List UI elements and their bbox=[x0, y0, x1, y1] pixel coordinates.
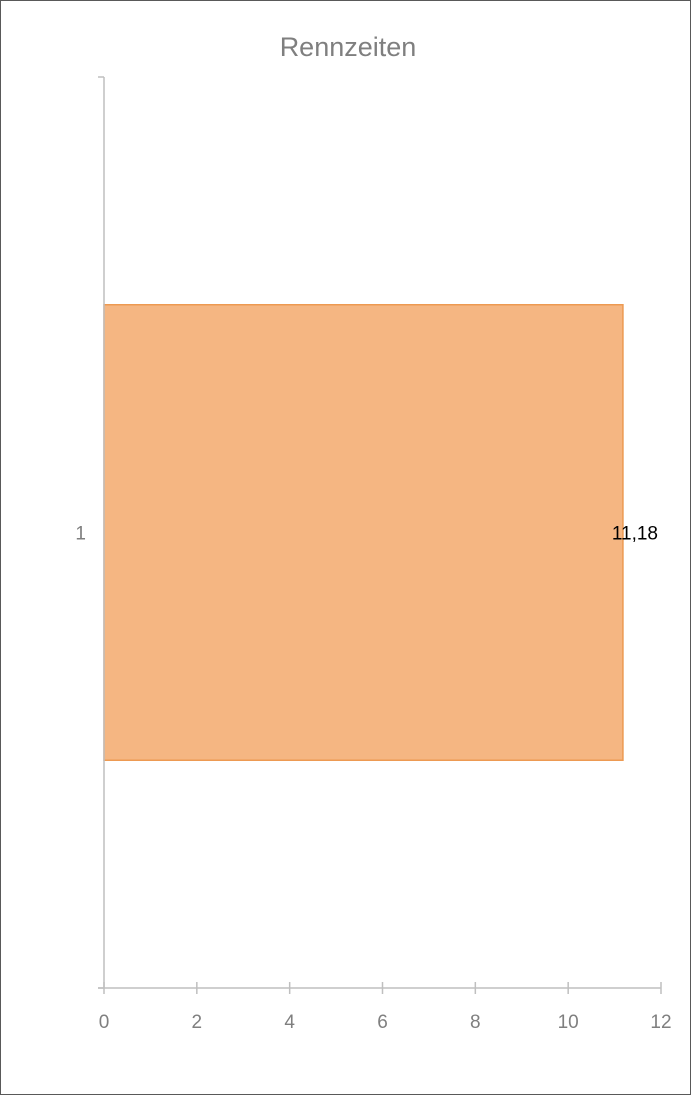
x-tick-label: 10 bbox=[558, 1012, 579, 1033]
x-tick-label: 12 bbox=[650, 1012, 671, 1033]
data-label: 11,18 bbox=[612, 524, 658, 545]
y-tick-label: 1 bbox=[75, 524, 86, 545]
x-tick-label: 6 bbox=[377, 1012, 388, 1033]
x-tick-label: 2 bbox=[192, 1012, 203, 1033]
bar-1 bbox=[103, 304, 624, 761]
x-tick-label: 0 bbox=[99, 1012, 110, 1033]
chart-title: Rennzeiten bbox=[280, 32, 417, 62]
x-tick-label: 8 bbox=[470, 1012, 481, 1033]
x-tick-label: 4 bbox=[284, 1012, 295, 1033]
plot-area: 1 11,18 0 2 4 6 8 10 12 bbox=[75, 76, 672, 1033]
